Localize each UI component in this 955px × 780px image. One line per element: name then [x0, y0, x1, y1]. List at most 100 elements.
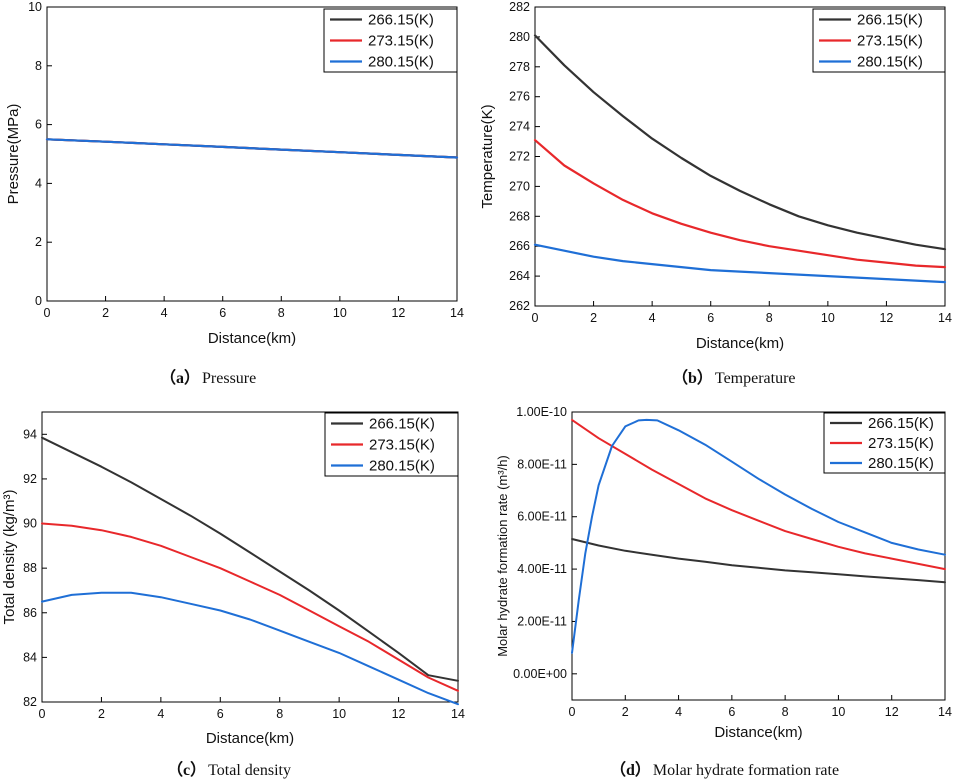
- series-line-273.15: [41, 522, 459, 692]
- y-tick-label: 268: [509, 209, 530, 223]
- panel-caption: （a） Pressure: [160, 369, 256, 387]
- x-tick-label: 4: [649, 311, 656, 325]
- legend-label: 280.15(K): [868, 455, 934, 472]
- x-axis-label: Distance(km): [206, 730, 294, 747]
- legend-d: 266.15(K) 273.15(K) 280.15(K): [823, 412, 946, 474]
- legend-label: 266.15(K): [369, 416, 435, 433]
- x-tick-label: 0: [39, 707, 46, 721]
- legend-label: 273.15(K): [857, 33, 923, 50]
- legend-label: 266.15(K): [857, 12, 923, 29]
- legend-label: 273.15(K): [369, 437, 435, 454]
- y-tick-label: 92: [23, 472, 37, 486]
- legend-label: 280.15(K): [368, 54, 434, 71]
- y-tick-label: 266: [509, 239, 530, 253]
- y-tick-label: 90: [23, 517, 37, 531]
- plot-frame-c: [41, 411, 459, 703]
- x-tick-label: 12: [879, 311, 893, 325]
- legend-label: 280.15(K): [857, 54, 923, 71]
- x-axis-label: Distance(km): [714, 724, 802, 741]
- y-tick-label: 84: [23, 650, 37, 664]
- y-tick-label: 1.00E-10: [516, 405, 567, 419]
- x-tick-label: 6: [219, 306, 226, 320]
- x-tick-label: 2: [590, 311, 597, 325]
- x-tick-label: 4: [675, 705, 682, 719]
- caption-label: （c）: [167, 761, 206, 779]
- x-tick-label: 14: [938, 311, 952, 325]
- y-axis-label: Temperature(K): [479, 104, 496, 208]
- x-tick-label: 10: [333, 306, 347, 320]
- panel-b: 0 2 4 6 8 10 12 14 262 264 266 268 270 272 274 276 278 28…: [479, 0, 952, 387]
- x-tick-label: 14: [451, 707, 465, 721]
- panel-caption: （c） Total density: [167, 761, 291, 779]
- series-line-266.15: [41, 436, 459, 682]
- legend-label: 280.15(K): [369, 458, 435, 475]
- legend-c: 266.15(K) 273.15(K) 280.15(K): [324, 412, 459, 477]
- x-tick-label: 0: [569, 705, 576, 719]
- y-tick-label: 86: [23, 606, 37, 620]
- x-tick-label: 0: [532, 311, 539, 325]
- y-tick-label: 274: [509, 120, 530, 134]
- series-line-266.15: [571, 538, 946, 584]
- x-tick-label: 0: [44, 306, 51, 320]
- x-tick-label: 14: [938, 705, 952, 719]
- y-tick-label: 262: [509, 299, 530, 313]
- y-axis-label: Molar hydrate formation rate (m³/h): [495, 455, 510, 657]
- x-tick-label: 12: [392, 707, 406, 721]
- series-line-280.15: [571, 418, 946, 654]
- legend-b: 266.15(K) 273.15(K) 280.15(K): [812, 8, 946, 73]
- caption-label: （d）: [610, 761, 651, 779]
- y-tick-label: 8.00E-11: [517, 457, 567, 471]
- legend-label: 273.15(K): [868, 435, 934, 452]
- y-tick-label: 10: [28, 0, 42, 14]
- legend-a: 266.15(K) 273.15(K) 280.15(K): [323, 8, 458, 73]
- series-line-273.15: [571, 418, 946, 571]
- y-tick-label: 276: [509, 90, 530, 104]
- x-tick-label: 2: [622, 705, 629, 719]
- x-tick-label: 10: [332, 707, 346, 721]
- y-tick-label: 264: [509, 269, 530, 283]
- y-tick-label: 0: [35, 294, 42, 308]
- x-tick-label: 4: [161, 306, 168, 320]
- x-tick-label: 8: [278, 306, 285, 320]
- caption-text: Temperature: [715, 370, 796, 387]
- y-tick-label: 272: [509, 150, 530, 164]
- y-axis-label: Total density (kg/m³): [1, 489, 18, 624]
- x-tick-label: 10: [821, 311, 835, 325]
- x-tick-label: 10: [831, 705, 845, 719]
- x-tick-label: 6: [707, 311, 714, 325]
- x-tick-label: 6: [728, 705, 735, 719]
- panel-a: 0 2 4 6 8 10 12 14 0 2 4 6 8 10 Distance(km) Pressure(M…: [5, 0, 464, 387]
- plot-frame-d: [571, 411, 946, 701]
- y-tick-label: 82: [23, 695, 37, 709]
- x-tick-label: 12: [885, 705, 899, 719]
- series-line-273.15: [533, 139, 947, 269]
- x-tick-label: 2: [98, 707, 105, 721]
- caption-label: （b）: [672, 369, 713, 387]
- y-tick-label: 2.00E-11: [517, 614, 567, 628]
- y-tick-label: 278: [509, 60, 530, 74]
- x-axis-label: Distance(km): [208, 330, 296, 347]
- x-tick-label: 6: [217, 707, 224, 721]
- panel-caption: （d） Molar hydrate formation rate: [610, 761, 839, 779]
- panel-c: 0 2 4 6 8 10 12 14 82 84 86 88 90 92 94 Distance(km) Tot…: [1, 411, 465, 779]
- legend-label: 266.15(K): [868, 415, 934, 432]
- x-tick-label: 8: [782, 705, 789, 719]
- y-tick-label: 6.00E-11: [517, 510, 567, 524]
- panel-caption: （b） Temperature: [672, 369, 796, 387]
- plot-frame-a: [46, 6, 458, 302]
- legend-label: 266.15(K): [368, 12, 434, 29]
- caption-text: Molar hydrate formation rate: [653, 762, 839, 779]
- caption-text: Pressure: [202, 370, 256, 387]
- y-tick-label: 0.00E+00: [513, 667, 567, 681]
- y-tick-label: 88: [23, 561, 37, 575]
- y-tick-label: 2: [35, 235, 42, 249]
- x-tick-label: 14: [450, 306, 464, 320]
- x-tick-label: 12: [391, 306, 405, 320]
- caption-label: （a）: [160, 369, 200, 387]
- panel-d: 0 2 4 6 8 10 12 14 0.00E+00 2.00E-11 4.00E-11 6.00E…: [495, 405, 952, 779]
- y-tick-label: 4.00E-11: [517, 562, 567, 576]
- y-tick-label: 280: [509, 30, 530, 44]
- x-tick-label: 8: [276, 707, 283, 721]
- x-tick-label: 4: [157, 707, 164, 721]
